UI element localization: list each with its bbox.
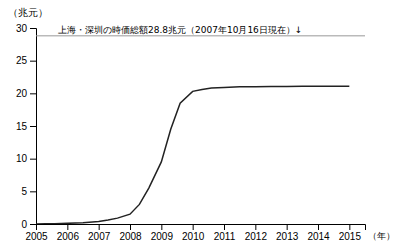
x-tick-mark — [99, 224, 100, 230]
y-tick-label: 10 — [16, 153, 28, 164]
x-axis: 2005 2006 2007 2008 2009 2010 2011 2012 2013 2014… — [25, 224, 365, 242]
y-tick-label: 15 — [16, 121, 28, 132]
marks — [36, 36, 365, 224]
y-tick-mark — [30, 159, 36, 160]
y-tick: 15 — [16, 121, 36, 132]
x-tick-label: 2007 — [88, 231, 111, 242]
x-tick-mark — [224, 224, 225, 230]
x-tick: 2014 — [307, 224, 330, 242]
x-tick-mark — [130, 224, 131, 230]
x-tick-label: 2005 — [25, 231, 48, 242]
x-tick-label: 2006 — [57, 231, 80, 242]
y-tick-label: 20 — [16, 88, 28, 99]
annotation: 上海・深圳の時価総額28.8兆元（2007年10月16日現在）↓ — [58, 25, 302, 35]
plot: 2005200620072008200920102011201220132014… — [16, 23, 366, 242]
x-axis-title: （年） — [368, 231, 395, 241]
y-tick-label: 30 — [16, 23, 28, 34]
y-tick-mark — [30, 224, 36, 225]
y-axis-title: （兆元） — [8, 7, 48, 18]
x-tick: 2015 — [339, 224, 362, 242]
x-tick: 2010 — [182, 224, 205, 242]
x-tick-label: 2008 — [119, 231, 142, 242]
y-axis: 0 5 10 15 20 25 30 — [16, 23, 37, 230]
x-axis-line — [37, 225, 366, 231]
y-tick-label: 5 — [21, 186, 27, 197]
chart: 2005200620072008200920102011201220132014… — [0, 0, 403, 248]
x-tick-mark — [318, 224, 319, 230]
x-tick-label: 2013 — [276, 231, 299, 242]
y-tick-label: 25 — [16, 55, 28, 66]
reference-line — [36, 35, 365, 36]
x-tick-mark — [255, 224, 256, 230]
y-tick: 30 — [16, 23, 36, 34]
y-tick: 0 — [21, 219, 36, 230]
y-tick: 10 — [16, 153, 36, 164]
y-tick-mark — [30, 191, 36, 192]
y-tick-mark — [30, 126, 36, 127]
x-tick-label: 2015 — [339, 231, 362, 242]
x-tick-label: 2011 — [214, 231, 236, 242]
x-tick-mark — [67, 224, 68, 230]
x-tick: 2008 — [119, 224, 142, 242]
y-tick-mark — [30, 28, 36, 29]
x-tick-mark — [161, 224, 162, 230]
y-tick: 20 — [16, 88, 36, 99]
x-tick: 2005 — [25, 224, 48, 242]
y-tick: 25 — [16, 55, 36, 66]
x-tick: 2006 — [57, 224, 80, 242]
x-tick-mark — [287, 224, 288, 230]
x-tick: 2012 — [245, 224, 268, 242]
y-tick: 5 — [21, 186, 36, 197]
y-tick-mark — [30, 93, 36, 94]
x-tick: 2011 — [214, 224, 236, 242]
line — [36, 86, 349, 224]
y-axis-line — [30, 29, 37, 225]
y-tick-mark — [30, 61, 36, 62]
x-tick-mark — [349, 224, 350, 230]
x-tick-label: 2012 — [245, 231, 268, 242]
x-tick-label: 2014 — [307, 231, 330, 242]
y-tick-label: 0 — [21, 219, 27, 230]
x-tick-label: 2010 — [182, 231, 205, 242]
x-tick-mark — [193, 224, 194, 230]
x-tick-label: 2009 — [151, 231, 174, 242]
x-tick: 2009 — [151, 224, 174, 242]
x-tick: 2013 — [276, 224, 299, 242]
x-tick: 2007 — [88, 224, 111, 242]
